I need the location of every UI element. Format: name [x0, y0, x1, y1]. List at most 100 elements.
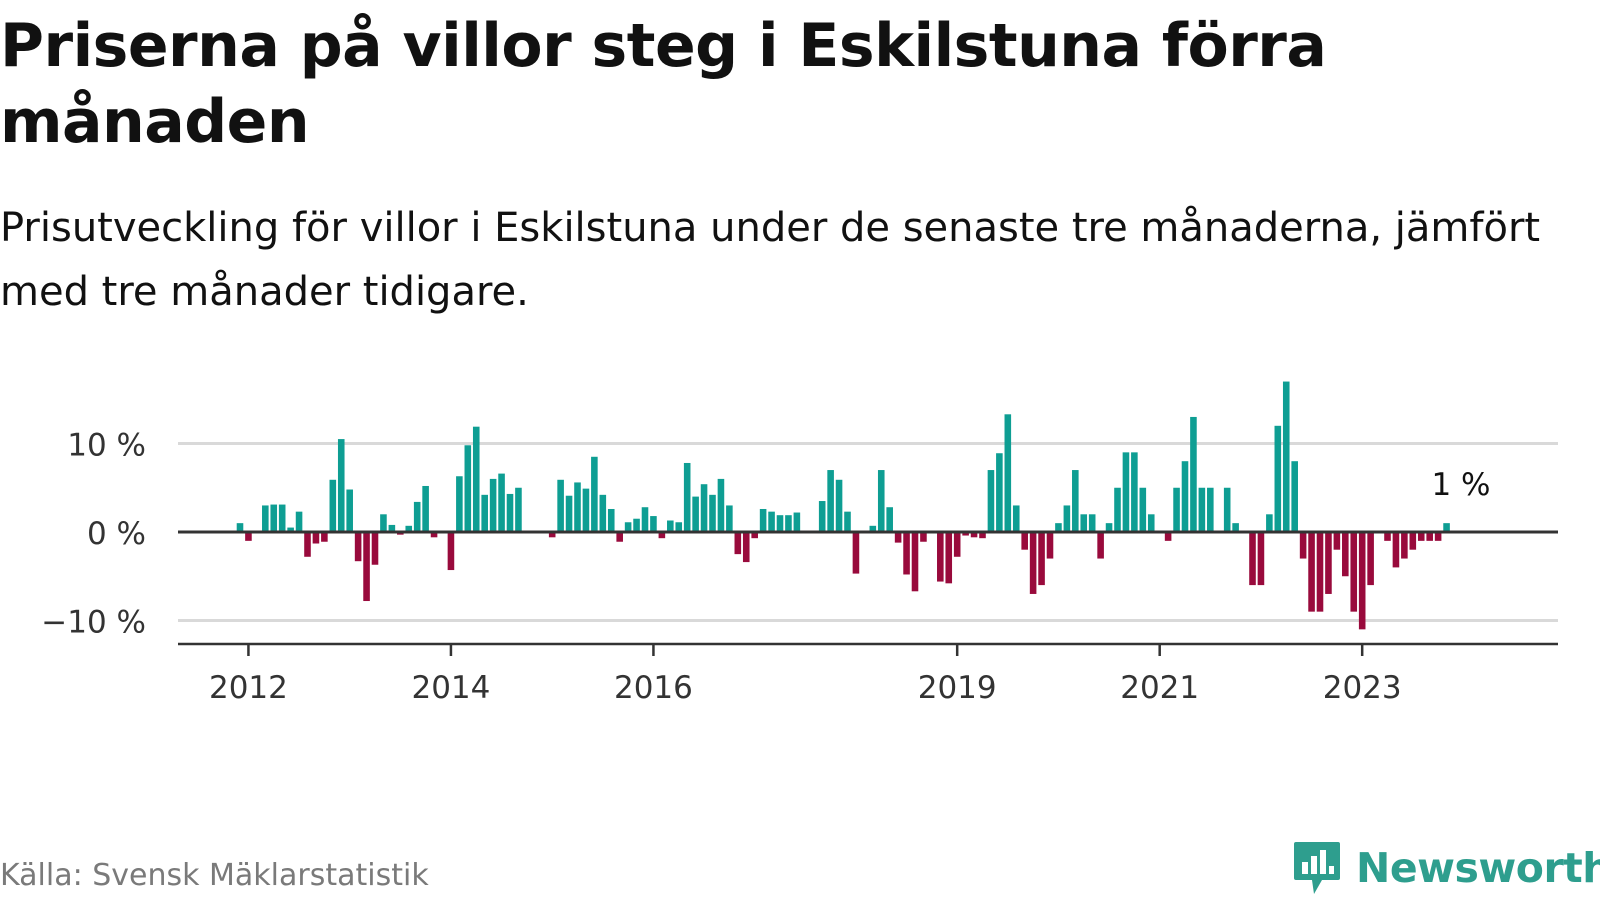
- bar: [793, 512, 801, 532]
- bar: [1190, 416, 1197, 532]
- bar: [742, 532, 750, 563]
- bar: [270, 504, 278, 532]
- bar: [1038, 532, 1045, 586]
- bar: [633, 518, 640, 532]
- bar: [346, 489, 353, 532]
- x-tick-label: 2016: [614, 670, 693, 706]
- newsworthy-logo-icon: [1294, 842, 1340, 894]
- bar: [262, 505, 269, 532]
- bar: [515, 487, 522, 532]
- bar: [751, 532, 758, 539]
- bar: [1426, 532, 1433, 541]
- bar: [388, 524, 396, 532]
- brand-logo: Newsworthy: [1292, 840, 1600, 896]
- bar: [1198, 487, 1206, 532]
- bar: [1173, 487, 1180, 532]
- bar: [641, 507, 649, 532]
- bar: [1097, 532, 1104, 559]
- bar: [692, 496, 699, 532]
- bar: [658, 532, 666, 539]
- bar: [776, 515, 784, 532]
- bar: [1434, 532, 1442, 541]
- x-tick-label: 2012: [209, 670, 288, 706]
- tick-labels: 10 % 0 % −10 % 2012 2014 2016 2019 2021 2023 1 %: [41, 428, 1490, 707]
- bar: [1114, 487, 1121, 532]
- bar: [599, 494, 607, 532]
- bar: [287, 527, 294, 532]
- bar: [1443, 523, 1450, 532]
- bar: [363, 532, 370, 602]
- grid-lines: [178, 442, 1558, 622]
- bar: [1333, 532, 1341, 550]
- bar: [1088, 514, 1096, 532]
- bar: [903, 532, 910, 575]
- bar: [1164, 532, 1172, 541]
- bar: [1392, 532, 1400, 568]
- bar: [413, 501, 421, 532]
- bar: [920, 532, 927, 542]
- bar: [624, 522, 632, 532]
- x-tick-label: 2019: [918, 670, 997, 706]
- chart-subtitle: Prisutveckling för villor i Eskilstuna u…: [0, 205, 1541, 315]
- bar: [700, 484, 708, 532]
- bar: [709, 494, 716, 532]
- bar: [548, 532, 556, 538]
- x-tick-label: 2021: [1120, 670, 1199, 706]
- bar: [979, 532, 986, 539]
- bar: [1417, 532, 1425, 541]
- bar: [1122, 452, 1130, 532]
- bar: [1139, 487, 1147, 532]
- bar: [1249, 532, 1256, 586]
- x-tick-label: 2014: [411, 670, 490, 706]
- bar: [1308, 532, 1315, 612]
- bar: [1232, 523, 1239, 532]
- brand-name: Newsworthy: [1356, 844, 1600, 892]
- chart-title: Priserna på villor steg i Eskilstuna för…: [0, 11, 1327, 157]
- bar: [456, 476, 463, 532]
- bar: [675, 522, 683, 532]
- bar: [650, 516, 657, 532]
- bar-chart: 10 % 0 % −10 % 2012 2014 2016 2019 2021 2023 1 %: [41, 381, 1558, 707]
- bar: [835, 479, 843, 532]
- bar: [1021, 532, 1028, 550]
- bar: [354, 532, 362, 562]
- bar: [1282, 381, 1290, 532]
- bar: [405, 525, 413, 532]
- bar: [1266, 514, 1273, 532]
- bar: [506, 493, 514, 532]
- bar: [683, 462, 691, 532]
- y-tick-label: 0 %: [87, 516, 146, 552]
- bar: [877, 470, 885, 532]
- bar: [464, 445, 472, 532]
- bar: [1080, 514, 1088, 532]
- bar: [1012, 505, 1020, 532]
- bar: [1181, 461, 1189, 532]
- bar: [337, 439, 345, 532]
- bar: [371, 532, 379, 565]
- bar: [278, 504, 286, 532]
- bar: [869, 525, 877, 532]
- bar: [937, 532, 944, 582]
- source-note: Källa: Svensk Mäklarstatistik: [0, 858, 429, 893]
- bar: [380, 514, 387, 532]
- bar: [1358, 532, 1366, 630]
- bar: [1131, 452, 1138, 532]
- bar: [1274, 425, 1282, 532]
- bar: [785, 515, 792, 532]
- bar: [1367, 532, 1374, 586]
- bar: [1401, 532, 1408, 559]
- bar: [1063, 505, 1071, 532]
- bar: [304, 532, 311, 557]
- bar: [1223, 487, 1231, 532]
- bar: [591, 456, 598, 532]
- x-tick-label: 2023: [1323, 670, 1402, 706]
- bar: [970, 532, 978, 538]
- latest-value-label: 1 %: [1431, 467, 1490, 503]
- bar: [489, 478, 497, 532]
- bar: [1072, 470, 1079, 532]
- bar: [1291, 461, 1298, 532]
- bar: [886, 507, 893, 532]
- bar: [844, 511, 851, 532]
- bar: [1004, 414, 1012, 532]
- bar: [616, 532, 623, 542]
